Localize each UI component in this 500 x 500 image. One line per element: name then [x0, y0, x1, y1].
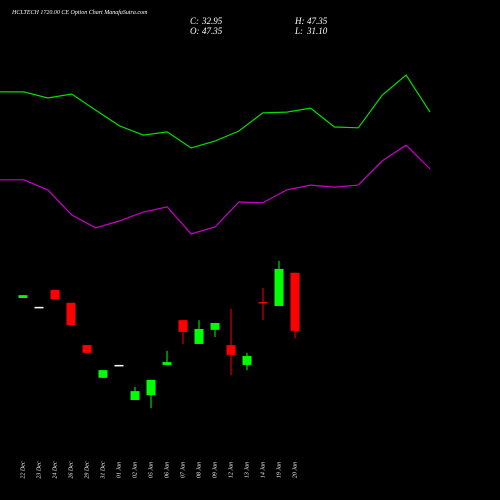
x-tick-label: 23 Dec: [36, 461, 42, 478]
x-tick-label: 12 Jan: [228, 462, 234, 478]
x-tick-label: 24 Dec: [51, 461, 58, 478]
candle-body: [226, 345, 236, 355]
candle-body: [130, 391, 140, 400]
chart-title: HCLTECH 1720.00 CE Option Chart ManafaSu…: [11, 9, 148, 16]
candle-body: [114, 364, 124, 367]
info-value: 47.35: [202, 26, 223, 36]
x-tick-label: 14 Jan: [259, 462, 266, 478]
candle-body: [274, 268, 284, 307]
candle-body: [34, 306, 44, 309]
info-value: 47.35: [307, 16, 328, 26]
candle-body: [242, 356, 252, 365]
x-tick-label: 31 Dec: [100, 461, 106, 479]
candle-body: [50, 289, 60, 300]
x-tick-label: 19 Jan: [276, 462, 282, 478]
info-value: 31.10: [306, 26, 328, 36]
candle-body: [162, 362, 172, 365]
x-tick-label: 06 Jan: [164, 462, 170, 478]
x-tick-label: 20 Jan: [292, 462, 298, 478]
candle-body: [178, 320, 188, 332]
x-tick-label: 09 Jan: [212, 462, 218, 478]
info-label: L:: [294, 26, 303, 36]
x-tick-label: 01 Jan: [116, 462, 122, 478]
info-label: C:: [190, 16, 199, 26]
x-tick-label: 13 Jan: [244, 462, 250, 478]
candle-body: [258, 302, 268, 304]
candle-body: [290, 272, 300, 331]
x-tick-label: 05 Jan: [148, 462, 154, 478]
x-tick-label: 26 Dec: [68, 461, 74, 478]
x-tick-label: 29 Dec: [84, 461, 90, 478]
x-tick-label: 07 Jan: [180, 462, 186, 478]
candle-body: [146, 379, 156, 396]
candle-body: [194, 329, 204, 344]
candle-body: [98, 370, 108, 378]
info-label: O:: [190, 26, 200, 36]
info-value: 32.95: [201, 16, 223, 26]
x-tick-label: 02 Jan: [132, 462, 138, 478]
info-label: H:: [294, 16, 305, 26]
indicator-line: [0, 74, 431, 149]
x-tick-label: 22 Dec: [20, 461, 26, 478]
candle-body: [66, 302, 76, 325]
indicator-line: [0, 144, 431, 235]
candle-body: [210, 322, 220, 330]
x-tick-label: 08 Jan: [196, 462, 202, 478]
candle-body: [82, 345, 92, 353]
candle-body: [18, 295, 28, 298]
